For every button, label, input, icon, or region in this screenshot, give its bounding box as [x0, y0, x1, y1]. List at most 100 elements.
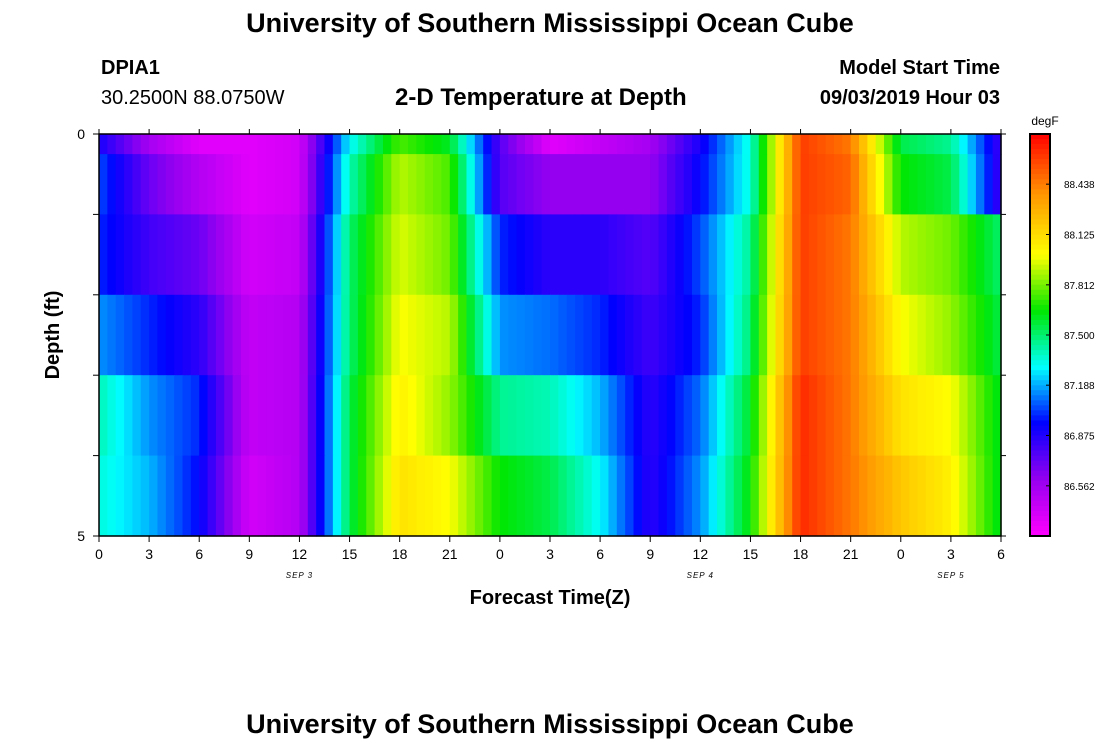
heatmap-cell	[199, 214, 209, 296]
heatmap-cell	[616, 214, 626, 296]
heatmap-cell	[474, 134, 484, 155]
heatmap-cell	[257, 154, 267, 215]
heatmap-cell	[817, 154, 827, 215]
heatmap-cell	[616, 375, 626, 457]
heatmap-cell	[550, 294, 559, 376]
heatmap-cell	[207, 294, 217, 376]
heatmap-cell	[266, 375, 275, 457]
heatmap-cell	[215, 134, 225, 155]
heatmap-cell	[767, 214, 777, 296]
heatmap-cell	[808, 134, 818, 155]
heatmap-cell	[199, 455, 209, 537]
heatmap-cell	[850, 455, 860, 537]
heatmap-cell	[182, 134, 192, 155]
colorbar-segment	[1030, 450, 1050, 457]
heatmap-cell	[959, 455, 969, 537]
heatmap-cell	[240, 294, 250, 376]
heatmap-cell	[291, 214, 301, 296]
heatmap-cell	[541, 455, 551, 537]
colorbar-segment	[1030, 480, 1050, 487]
heatmap-cell	[666, 375, 676, 457]
heatmap-cell	[700, 375, 710, 457]
heatmap-cell	[249, 455, 259, 537]
heatmap-cell	[742, 375, 752, 457]
heatmap-cell	[190, 214, 200, 296]
heatmap-cell	[917, 455, 927, 537]
heatmap-cell	[833, 214, 843, 296]
heatmap-cell	[917, 154, 927, 215]
colorbar-segment	[1030, 164, 1050, 170]
heatmap-cell	[499, 154, 509, 215]
heatmap-cell	[733, 455, 743, 537]
heatmap-cell	[625, 134, 635, 155]
heatmap-cell	[382, 375, 392, 457]
heatmap-cell	[691, 455, 701, 537]
heatmap-cell	[575, 375, 585, 457]
heatmap-cell	[558, 455, 568, 537]
heatmap-cell	[817, 294, 827, 376]
heatmap-cell	[449, 134, 459, 155]
heatmap-cell	[900, 375, 910, 457]
heatmap-cell	[725, 134, 735, 155]
colorbar-segment	[1030, 274, 1050, 281]
heatmap-cell	[382, 455, 392, 537]
heatmap-cell	[190, 375, 200, 457]
heatmap-cell	[591, 294, 601, 376]
heatmap-cell	[524, 455, 534, 537]
heatmap-cell	[224, 455, 234, 537]
heatmap-cell	[165, 455, 175, 537]
heatmap-cell	[775, 214, 785, 296]
heatmap-cell	[875, 214, 885, 296]
heatmap-cell	[132, 214, 142, 296]
heatmap-cell	[700, 214, 710, 296]
heatmap-cell	[274, 294, 284, 376]
heatmap-cell	[742, 455, 752, 537]
heatmap-cell	[357, 294, 367, 376]
heatmap-cell	[215, 375, 225, 457]
heatmap-cell	[992, 455, 1002, 537]
heatmap-cell	[591, 375, 601, 457]
heatmap-cell	[349, 214, 359, 296]
heatmap-cell	[174, 134, 184, 155]
heatmap-cell	[967, 455, 977, 537]
heatmap-cell	[725, 375, 735, 457]
heatmap-cell	[767, 375, 777, 457]
heatmap-cell	[282, 294, 292, 376]
heatmap-cell	[508, 455, 518, 537]
heatmap-cell	[149, 455, 159, 537]
heatmap-cell	[925, 154, 935, 215]
heatmap-cell	[366, 154, 376, 215]
heatmap-cell	[675, 294, 685, 376]
heatmap-cell	[792, 294, 802, 376]
heatmap-cell	[583, 455, 593, 537]
heatmap-cell	[566, 154, 576, 215]
heatmap-cell	[441, 154, 451, 215]
heatmap-cell	[458, 294, 468, 376]
heatmap-cell	[742, 214, 752, 296]
heatmap-cell	[382, 154, 392, 215]
heatmap-cell	[984, 375, 994, 457]
colorbar-segment	[1030, 395, 1050, 401]
heatmap-cell	[115, 294, 125, 376]
x-tick-label: 12	[693, 546, 709, 562]
x-tick-label: 6	[997, 546, 1005, 562]
heatmap-cell	[124, 134, 134, 155]
heatmap-cell	[140, 375, 150, 457]
heatmap-cell	[483, 214, 493, 296]
heatmap-cell	[466, 134, 476, 155]
heatmap-cell	[867, 214, 877, 296]
heatmap-cell	[374, 134, 384, 155]
heatmap-cell	[165, 134, 175, 155]
heatmap-cell	[182, 294, 192, 376]
heatmap-cell	[817, 134, 827, 155]
colorbar-segment	[1030, 269, 1050, 276]
heatmap-cell	[733, 134, 743, 155]
heatmap-cell	[666, 134, 676, 155]
heatmap-cell	[132, 375, 142, 457]
colorbar-tick-label: 88.125	[1064, 231, 1095, 242]
heatmap-cell	[99, 214, 108, 296]
heatmap-cell	[691, 214, 701, 296]
heatmap-cell	[900, 134, 910, 155]
heatmap-cell	[558, 375, 568, 457]
heatmap-cell	[399, 294, 409, 376]
